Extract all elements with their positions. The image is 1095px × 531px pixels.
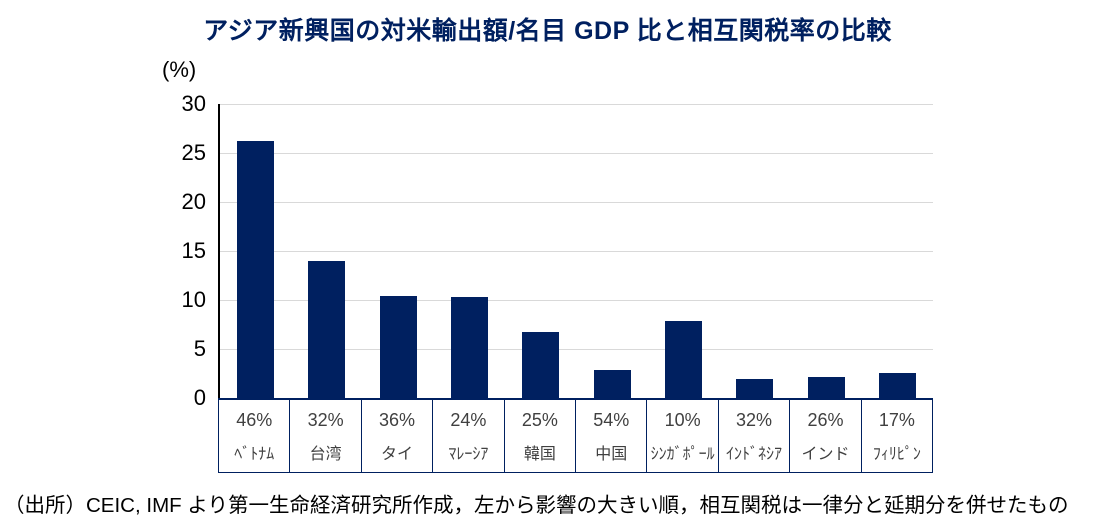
tariff-label-9: 17% xyxy=(878,409,915,430)
tariff-label-6: 10% xyxy=(664,409,701,430)
tariff-label-3: 24% xyxy=(450,409,487,430)
country-label-1: 台湾 xyxy=(309,446,342,463)
chart-title: アジア新興国の対米輸出額/名目 GDP 比と相互関税率の比較 xyxy=(203,17,892,45)
gridline-10 xyxy=(220,299,933,301)
tariff-label-8: 26% xyxy=(807,409,844,430)
country-label-2: タイ xyxy=(381,446,414,463)
bar-7 xyxy=(736,379,774,398)
gridline-5 xyxy=(220,348,933,350)
country-label-0: ﾍﾞﾄﾅﾑ xyxy=(234,446,275,463)
bar-0 xyxy=(237,141,275,398)
gridline-30 xyxy=(220,103,933,105)
category-column-0: 46% ﾍﾞﾄﾅﾑ xyxy=(219,400,291,472)
country-label-5: 中国 xyxy=(595,446,628,463)
country-label-7: ｲﾝﾄﾞﾈｼｱ xyxy=(726,446,783,463)
y-tick-label-30: 30 xyxy=(181,91,206,116)
category-column-7: 32% ｲﾝﾄﾞﾈｼｱ xyxy=(719,400,791,472)
category-column-3: 24% ﾏﾚｰｼｱ xyxy=(433,400,505,472)
tariff-label-5: 54% xyxy=(593,409,630,430)
bar-3 xyxy=(451,297,489,398)
country-label-4: 韓国 xyxy=(523,446,556,463)
gridline-20 xyxy=(220,201,933,203)
category-column-4: 25% 韓国 xyxy=(505,400,577,472)
y-tick-label-0: 0 xyxy=(193,385,206,410)
bar-5 xyxy=(593,369,631,398)
y-tick-label-5: 5 xyxy=(193,336,206,361)
category-column-9: 17% ﾌｨﾘﾋﾟﾝ xyxy=(862,400,932,472)
tariff-label-4: 25% xyxy=(521,409,558,430)
country-label-3: ﾏﾚｰｼｱ xyxy=(448,446,489,463)
tariff-label-0: 46% xyxy=(236,409,273,430)
country-label-9: ﾌｨﾘﾋﾟﾝ xyxy=(872,446,921,463)
bar-1 xyxy=(308,260,346,398)
category-column-8: 26% インド xyxy=(790,400,862,472)
y-tick-label-20: 20 xyxy=(181,189,206,214)
bar-4 xyxy=(522,332,560,398)
category-label-table: 46% ﾍﾞﾄﾅﾑ 32% 台湾 36% タイ 24% ﾏﾚｰｼｱ 25% 韓国 54% 中国 10% ｼ… xyxy=(218,398,933,473)
y-axis-unit-label: (%) xyxy=(162,57,197,82)
tariff-label-7: 32% xyxy=(736,409,773,430)
y-tick-label-10: 10 xyxy=(181,287,206,312)
gridline-25 xyxy=(220,152,933,154)
y-tick-label-25: 25 xyxy=(181,140,206,165)
country-label-6: ｼﾝｶﾞﾎﾟｰﾙ xyxy=(650,446,715,463)
y-axis-tick-labels: 0 5 10 15 20 25 30 xyxy=(90,93,206,409)
gridline-15 xyxy=(220,250,933,252)
country-label-8: インド xyxy=(801,446,850,463)
bar-8 xyxy=(807,377,845,398)
y-tick-label-15: 15 xyxy=(181,238,206,263)
category-column-5: 54% 中国 xyxy=(576,400,648,472)
plot-area xyxy=(218,103,933,398)
bar-6 xyxy=(664,320,702,398)
tariff-label-1: 32% xyxy=(307,409,344,430)
bar-9 xyxy=(878,372,916,398)
category-column-2: 36% タイ xyxy=(362,400,434,472)
tariff-label-2: 36% xyxy=(379,409,416,430)
bar-2 xyxy=(379,296,417,398)
source-note: （出所）CEIC, IMF より第一生命経済研究所作成，左から影響の大きい順，相… xyxy=(4,494,1069,517)
category-column-1: 32% 台湾 xyxy=(290,400,362,472)
category-column-6: 10% ｼﾝｶﾞﾎﾟｰﾙ xyxy=(647,400,719,472)
